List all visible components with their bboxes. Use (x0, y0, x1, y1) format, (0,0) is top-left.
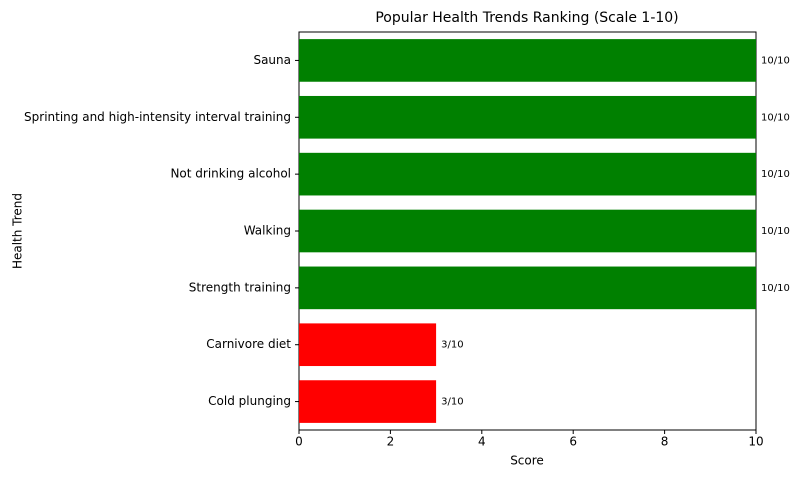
x-tick-label: 6 (569, 435, 577, 449)
y-tick-label: Sauna (253, 53, 291, 67)
y-tick-label: Carnivore diet (206, 337, 291, 351)
value-label: 10/10 (761, 169, 790, 180)
x-tick-label: 4 (478, 435, 486, 449)
x-tick-label: 8 (661, 435, 669, 449)
value-label: 10/10 (761, 226, 790, 237)
y-tick-label: Strength training (189, 280, 291, 294)
bar (299, 152, 756, 196)
y-tick-label: Sprinting and high-intensity interval tr… (24, 110, 291, 124)
bar (299, 39, 756, 82)
value-label: 10/10 (761, 55, 790, 66)
bar (299, 209, 756, 253)
bar (299, 95, 756, 139)
y-tick-label: Cold plunging (208, 394, 291, 408)
y-tick-label: Walking (244, 224, 291, 238)
y-tick-label: Not drinking alcohol (170, 167, 291, 181)
chart-title: Popular Health Trends Ranking (Scale 1-1… (375, 10, 678, 26)
bar (299, 380, 437, 423)
bar (299, 323, 437, 367)
x-axis-label: Score (510, 454, 544, 468)
y-axis-label: Health Trend (11, 193, 25, 269)
value-label: 3/10 (441, 397, 463, 408)
value-label: 3/10 (441, 340, 463, 351)
value-label: 10/10 (761, 283, 790, 294)
x-tick-label: 0 (295, 435, 303, 449)
value-label: 10/10 (761, 112, 790, 123)
bar (299, 266, 756, 310)
x-tick-label: 2 (387, 435, 395, 449)
x-tick-label: 10 (748, 435, 763, 449)
